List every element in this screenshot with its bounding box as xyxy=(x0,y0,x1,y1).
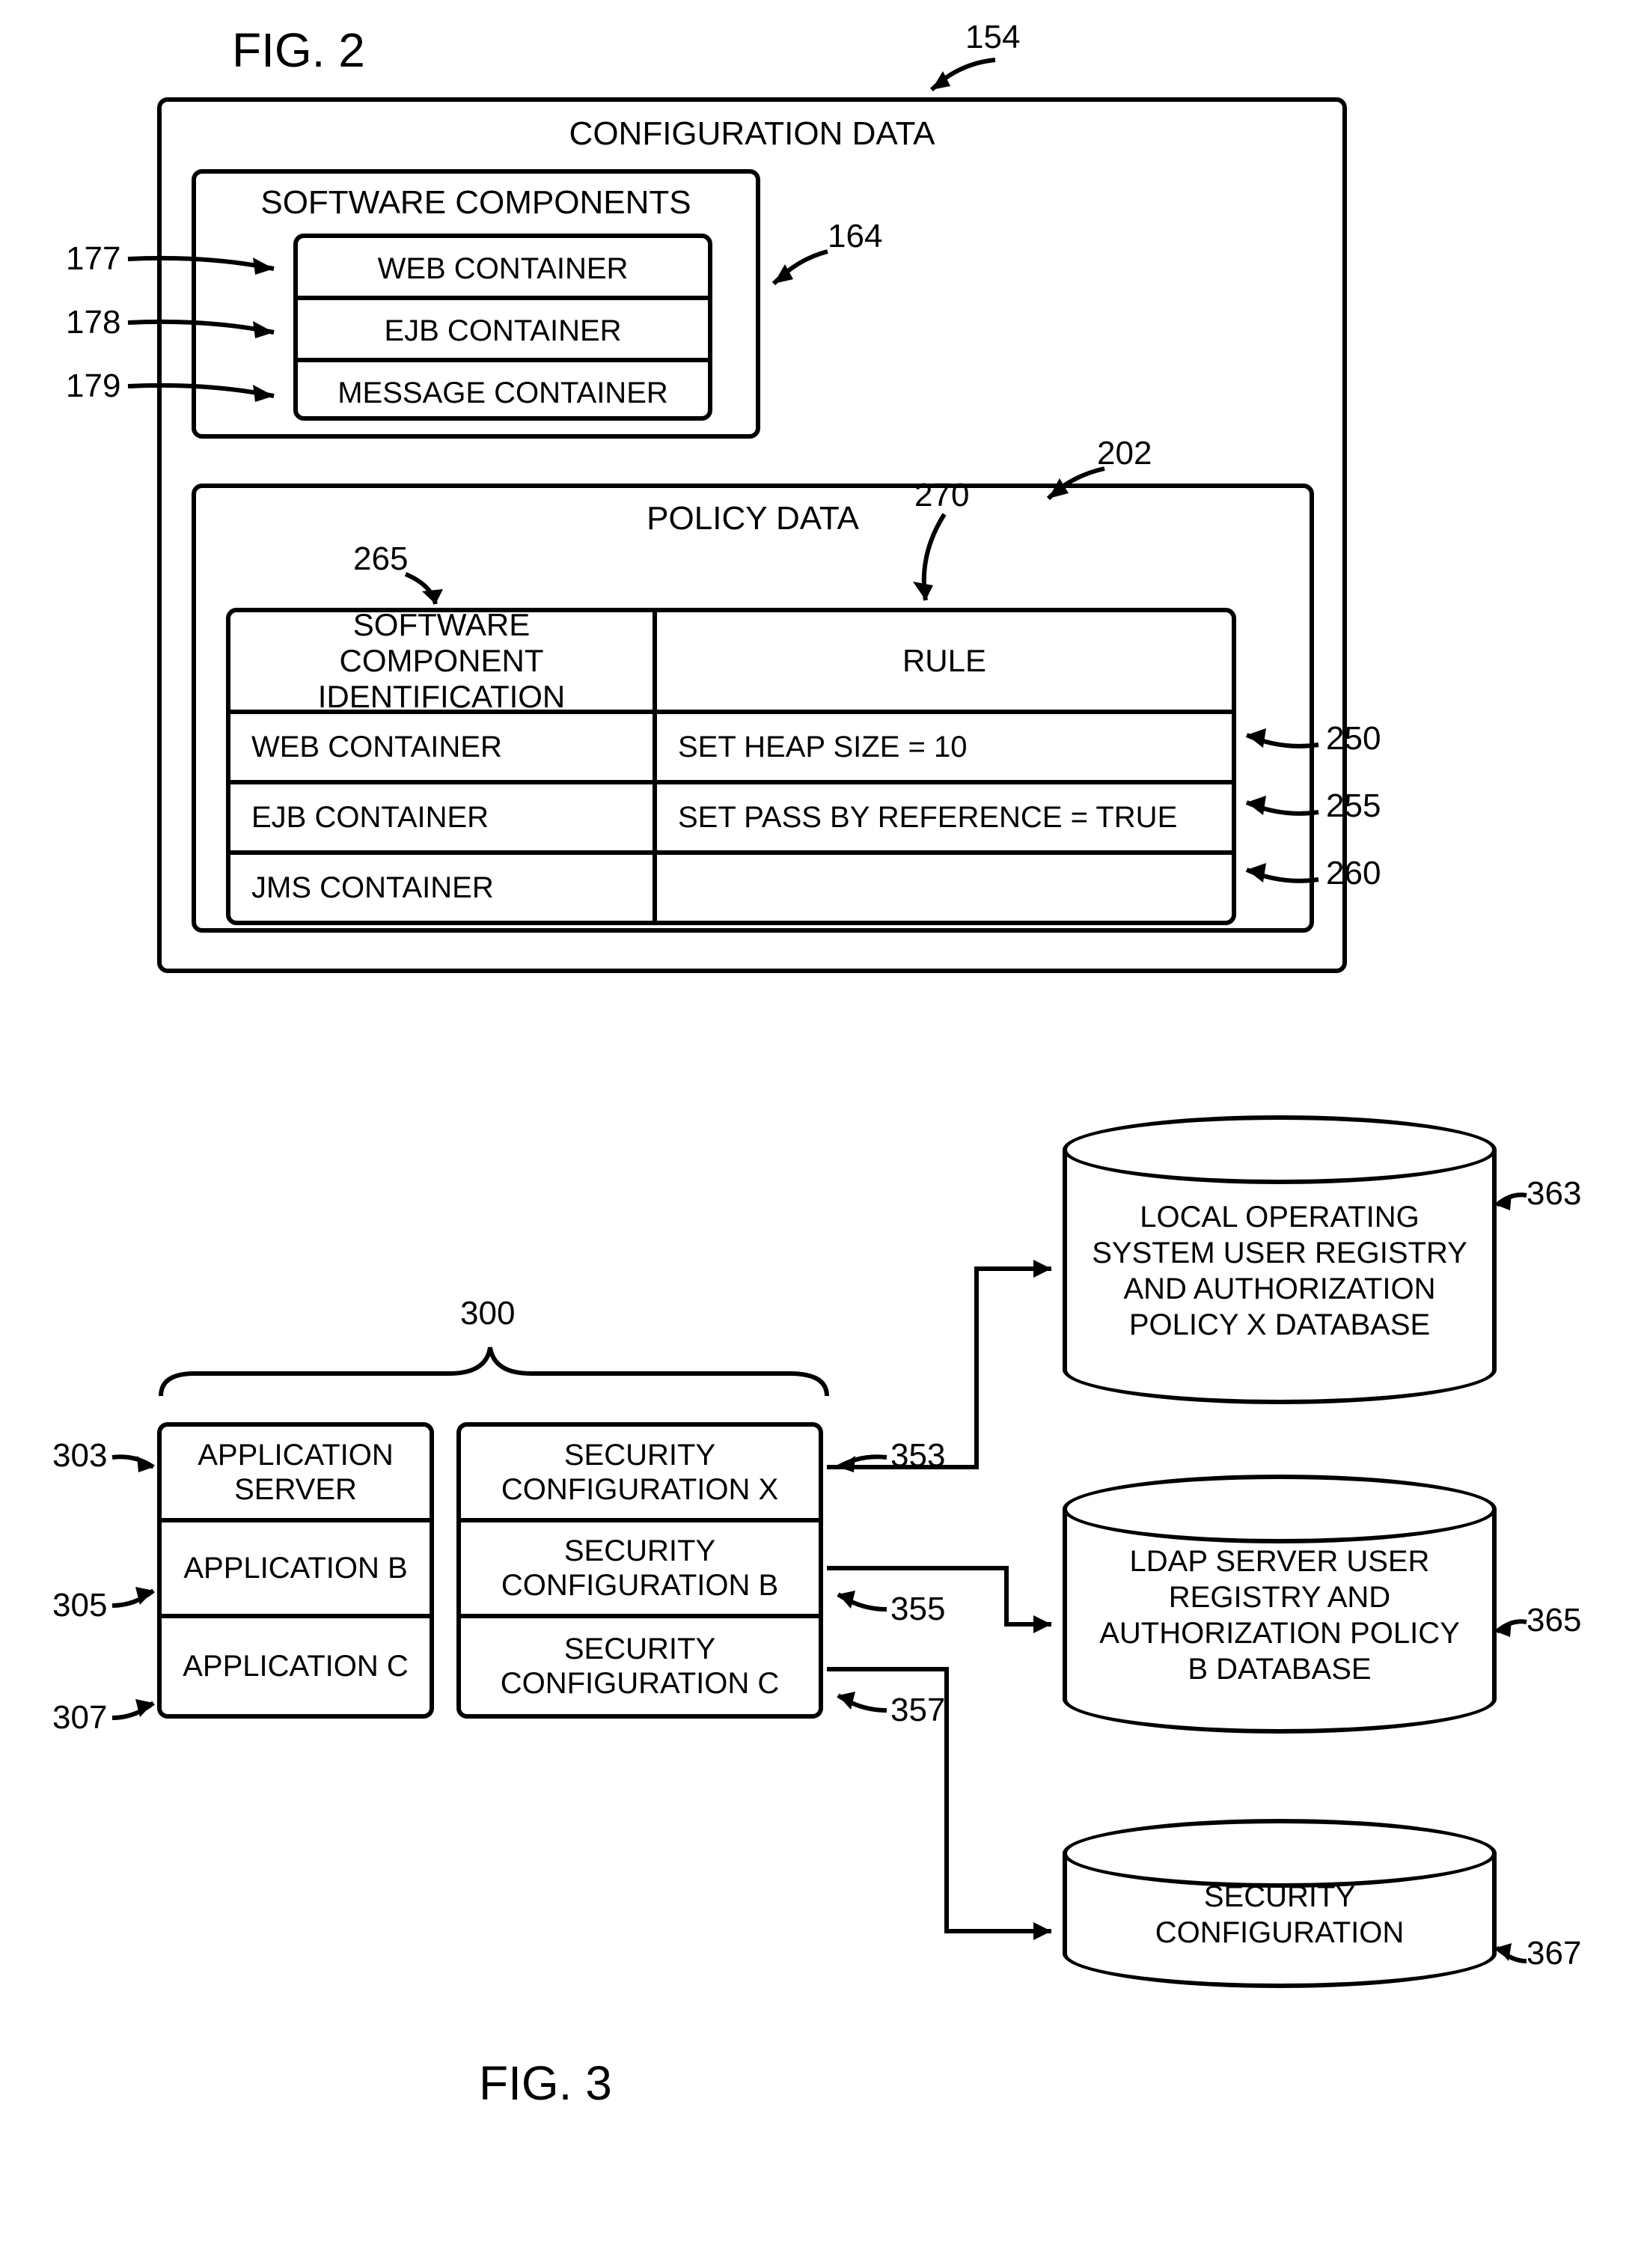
app-server-row: APPLICATION SERVER xyxy=(162,1427,430,1522)
leader-260 xyxy=(1236,859,1326,896)
security-config-stack: SECURITY CONFIGURATION X SECURITY CONFIG… xyxy=(456,1422,823,1719)
config-data-title: CONFIGURATION DATA xyxy=(162,115,1342,153)
policy-row-web-rule: SET HEAP SIZE = 10 xyxy=(657,714,1232,780)
callout-177: 177 xyxy=(66,240,120,278)
callout-355: 355 xyxy=(890,1591,945,1628)
callout-365: 365 xyxy=(1527,1602,1581,1639)
callout-357: 357 xyxy=(890,1692,945,1729)
callout-202: 202 xyxy=(1097,435,1152,472)
sec-b-row: SECURITY CONFIGURATION B xyxy=(461,1522,819,1618)
policy-col-id: SOFTWARE COMPONENT IDENTIFICATION xyxy=(230,612,657,710)
callout-367: 367 xyxy=(1527,1935,1581,1972)
cylinder-top-icon xyxy=(1063,1115,1497,1184)
policy-col-rule: RULE xyxy=(657,612,1232,710)
leader-164 xyxy=(760,248,843,300)
callout-363: 363 xyxy=(1527,1175,1581,1213)
sw-row-message: MESSAGE CONTAINER xyxy=(298,362,708,424)
leader-250 xyxy=(1236,724,1326,761)
cylinder-x: LOCAL OPERATING SYSTEM USER REGISTRY AND… xyxy=(1063,1115,1497,1404)
policy-row-ejb-id: EJB CONTAINER xyxy=(230,784,657,850)
software-components-title: SOFTWARE COMPONENTS xyxy=(196,184,756,222)
figure-2-label: FIG. 2 xyxy=(232,22,365,78)
policy-row-jms: JMS CONTAINER xyxy=(230,855,1232,921)
cylinder-b: LDAP SERVER USER REGISTRY AND AUTHORIZAT… xyxy=(1063,1475,1497,1734)
callout-260: 260 xyxy=(1326,855,1381,892)
cylinder-x-label: LOCAL OPERATING SYSTEM USER REGISTRY AND… xyxy=(1063,1150,1497,1404)
callout-303: 303 xyxy=(52,1437,107,1475)
policy-data-title: POLICY DATA xyxy=(196,500,1310,537)
policy-row-web-id: WEB CONTAINER xyxy=(230,714,657,780)
sw-row-ejb: EJB CONTAINER xyxy=(298,300,708,362)
callout-300: 300 xyxy=(460,1295,515,1332)
cylinder-top-icon xyxy=(1063,1475,1497,1543)
routing-arrows xyxy=(827,1228,1074,2014)
callout-307: 307 xyxy=(52,1699,107,1737)
leader-307 xyxy=(109,1692,165,1725)
sw-row-web: WEB CONTAINER xyxy=(298,238,708,300)
app-b-row: APPLICATION B xyxy=(162,1522,430,1618)
policy-data-box: POLICY DATA 265 270 SOFTWARE COMPONENT I… xyxy=(192,484,1314,933)
policy-row-ejb: EJB CONTAINER SET PASS BY REFERENCE = TR… xyxy=(230,784,1232,855)
application-stack: APPLICATION SERVER APPLICATION B APPLICA… xyxy=(157,1422,434,1719)
callout-353: 353 xyxy=(890,1437,945,1475)
brace-icon xyxy=(157,1340,831,1400)
callout-255: 255 xyxy=(1326,787,1381,825)
callout-250: 250 xyxy=(1326,720,1381,757)
cylinder-c: SECURITY CONFIGURATION xyxy=(1063,1819,1497,1988)
figure-3-label: FIG. 3 xyxy=(479,2055,612,2111)
policy-table-header: SOFTWARE COMPONENT IDENTIFICATION RULE xyxy=(230,612,1232,714)
policy-table: SOFTWARE COMPONENT IDENTIFICATION RULE W… xyxy=(226,608,1236,925)
callout-178: 178 xyxy=(66,304,120,341)
policy-row-web: WEB CONTAINER SET HEAP SIZE = 10 xyxy=(230,714,1232,784)
policy-row-jms-id: JMS CONTAINER xyxy=(230,855,657,921)
policy-row-ejb-rule: SET PASS BY REFERENCE = TRUE xyxy=(657,784,1232,850)
callout-164: 164 xyxy=(828,218,882,255)
leader-353 xyxy=(827,1448,894,1478)
callout-270: 270 xyxy=(914,477,969,514)
figure-3: FIG. 3 300 APPLICATION SERVER APPLICATIO… xyxy=(45,1115,1571,2088)
callout-179: 179 xyxy=(66,368,120,405)
callout-305: 305 xyxy=(52,1587,107,1624)
config-data-box: CONFIGURATION DATA SOFTWARE COMPONENTS W… xyxy=(157,97,1347,973)
callout-154: 154 xyxy=(965,19,1020,56)
leader-255 xyxy=(1236,791,1326,829)
leader-355 xyxy=(827,1583,894,1617)
figure-2: FIG. 2 154 CONFIGURATION DATA SOFTWARE C… xyxy=(45,45,1362,981)
software-components-box: SOFTWARE COMPONENTS WEB CONTAINER EJB CO… xyxy=(192,169,760,439)
software-components-stack: WEB CONTAINER EJB CONTAINER MESSAGE CONT… xyxy=(293,234,712,421)
leader-303 xyxy=(109,1448,165,1478)
app-c-row: APPLICATION C xyxy=(162,1618,430,1714)
callout-265: 265 xyxy=(353,540,408,578)
leader-305 xyxy=(109,1579,165,1613)
leader-357 xyxy=(827,1684,894,1718)
policy-row-jms-rule xyxy=(657,855,1232,921)
cylinder-top-icon xyxy=(1063,1819,1497,1888)
sec-c-row: SECURITY CONFIGURATION C xyxy=(461,1618,819,1714)
sec-x-row: SECURITY CONFIGURATION X xyxy=(461,1427,819,1522)
